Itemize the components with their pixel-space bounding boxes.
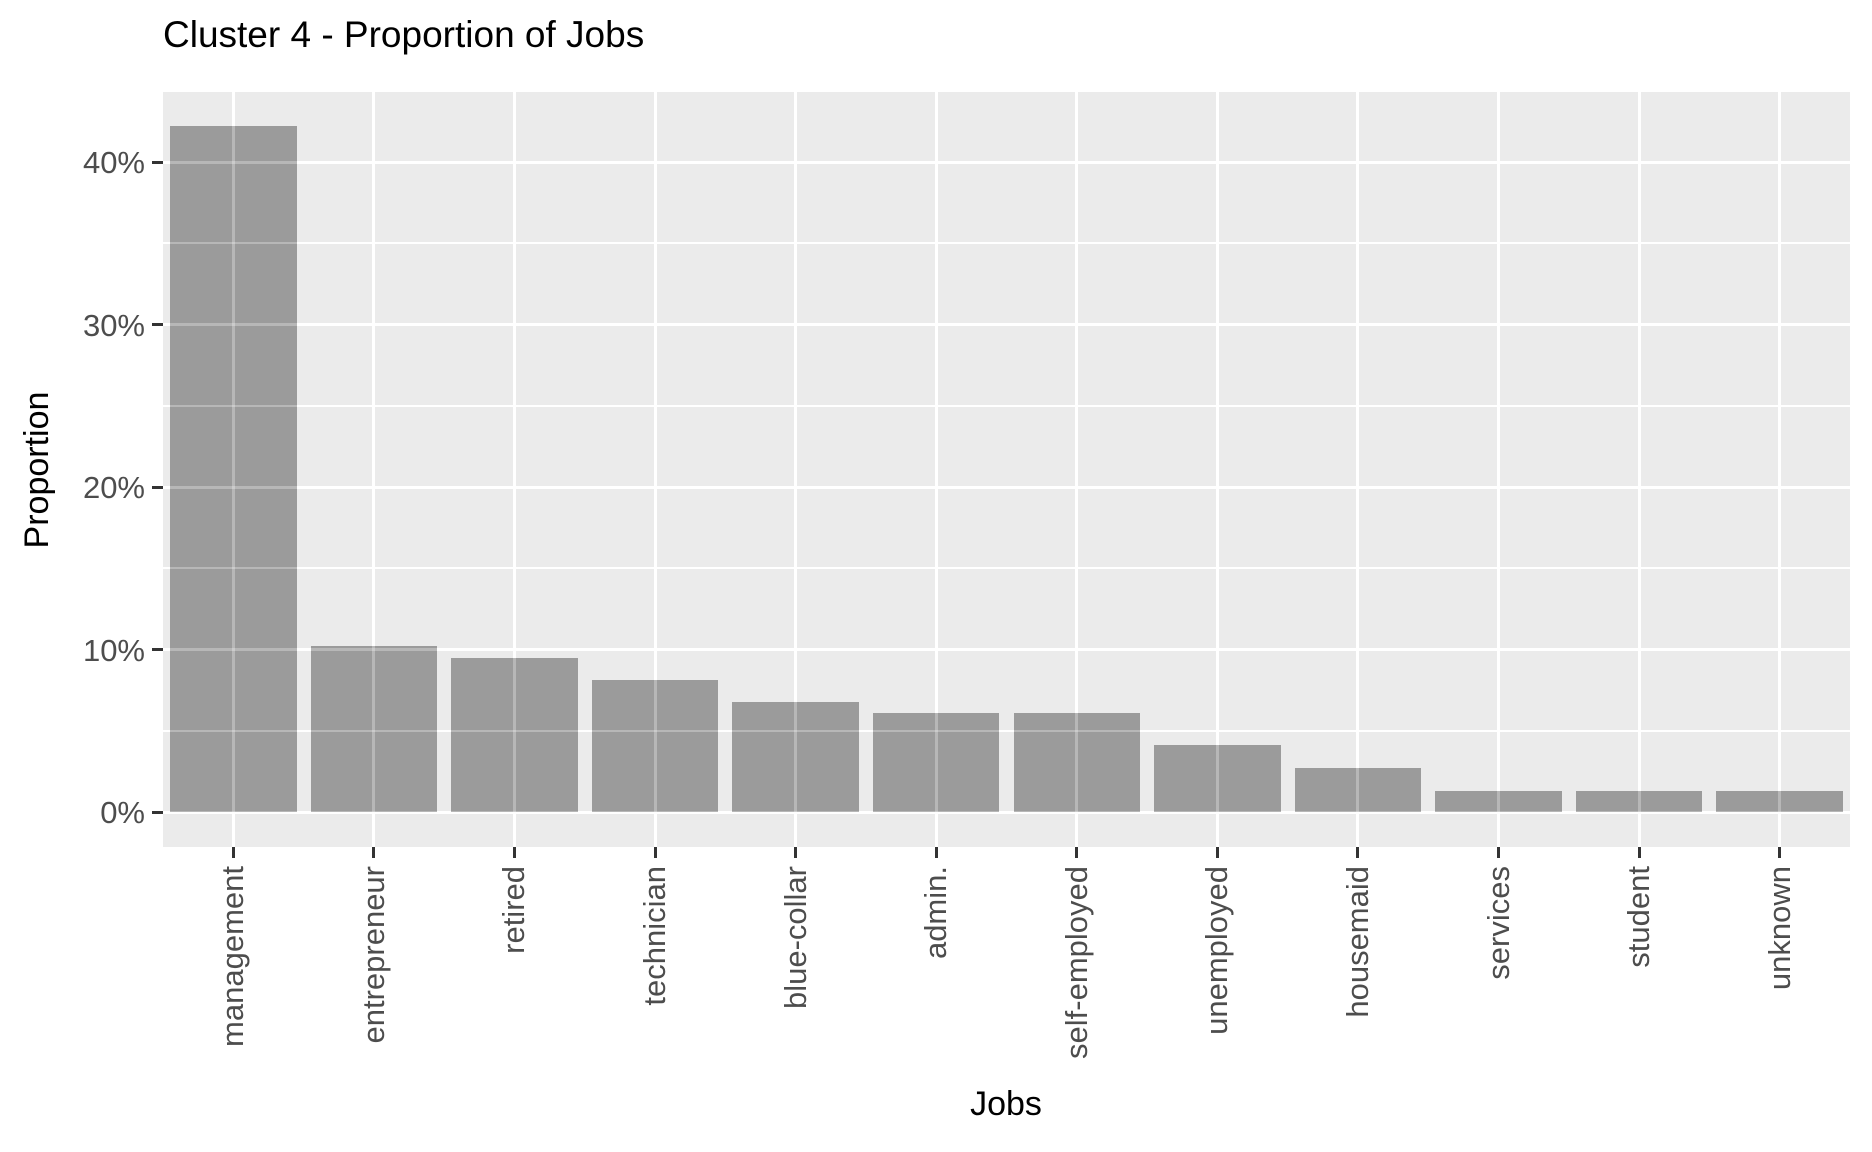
x-tick-label: blue-collar [777, 866, 813, 1010]
gridline-vertical-overlay [1075, 92, 1079, 847]
y-tick-label: 20% [82, 470, 145, 505]
gridline-major-overlay [163, 648, 1850, 651]
x-tick-label: management [215, 866, 251, 1047]
gridline-vertical-overlay [512, 92, 516, 847]
y-tick [152, 485, 163, 489]
x-tick [1356, 847, 1360, 858]
gridline-major-overlay [163, 160, 1850, 164]
x-tick-label: unknown [1761, 866, 1797, 991]
x-tick [653, 847, 657, 858]
gridline-vertical [512, 92, 516, 847]
x-tick-label: services [1480, 866, 1516, 980]
x-tick [1075, 847, 1079, 858]
gridline-vertical [1215, 92, 1219, 847]
gridline-minor-overlay [163, 242, 1850, 245]
gridline-vertical [1497, 92, 1501, 847]
gridline-major [163, 160, 1850, 164]
x-tick-label: self-employed [1058, 866, 1094, 1059]
gridline-vertical [1075, 92, 1079, 847]
x-tick-label: admin. [918, 866, 954, 960]
gridline-vertical-overlay [1778, 92, 1782, 847]
y-tick-label: 30% [82, 307, 145, 343]
x-tick [1637, 847, 1641, 858]
gridline-vertical-overlay [794, 92, 798, 847]
gridline-vertical-overlay [372, 92, 376, 847]
bar-student [1575, 790, 1703, 812]
x-tick [794, 847, 798, 858]
gridline-vertical-overlay [653, 92, 657, 847]
y-tick [152, 648, 163, 651]
gridline-major-overlay [163, 810, 1850, 814]
bar-retired [451, 657, 578, 812]
gridline-vertical [1356, 92, 1360, 847]
y-tick-label: 10% [82, 632, 145, 668]
x-tick [372, 847, 376, 858]
gridline-minor-overlay [163, 404, 1850, 407]
gridline-vertical-overlay [1356, 92, 1360, 847]
gridline-minor [163, 242, 1850, 245]
x-tick [934, 847, 938, 858]
x-tick [231, 847, 235, 858]
y-tick-label: 40% [82, 145, 145, 180]
gridline-vertical [794, 92, 798, 847]
gridline-major [163, 810, 1850, 814]
chart-title: Cluster 4 - Proportion of Jobs [163, 14, 645, 55]
bar-admin. [872, 712, 1000, 812]
gridline-vertical [934, 92, 938, 847]
gridline-major-overlay [163, 485, 1850, 489]
y-tick [152, 323, 163, 326]
x-tick-label: technician [637, 866, 673, 1006]
x-tick [1497, 847, 1501, 858]
gridline-vertical [372, 92, 376, 847]
x-tick [1778, 847, 1782, 858]
gridline-minor [163, 404, 1850, 407]
gridline-vertical [1778, 92, 1782, 847]
x-tick-label: housemaid [1339, 866, 1375, 1018]
gridline-vertical [653, 92, 657, 847]
x-tick-label: student [1621, 866, 1657, 968]
y-axis-title: Proportion [18, 391, 56, 549]
bar-entrepreneur [310, 646, 438, 812]
x-tick [1215, 847, 1219, 858]
gridline-major [163, 485, 1850, 489]
gridline-vertical-overlay [1637, 92, 1641, 847]
bar-technician [591, 680, 719, 812]
gridline-major-overlay [163, 323, 1850, 326]
bar-unknown [1716, 790, 1843, 812]
y-tick [152, 160, 163, 164]
gridline-vertical [1637, 92, 1641, 847]
x-tick-label: unemployed [1199, 866, 1235, 1035]
gridline-minor-overlay [163, 729, 1850, 732]
x-tick-label: entrepreneur [355, 866, 391, 1044]
bar-unemployed [1154, 745, 1281, 812]
bar-self-employed [1013, 712, 1141, 812]
y-tick [152, 810, 163, 814]
x-axis-title: Jobs [970, 1085, 1042, 1123]
y-tick-label: 0% [100, 795, 145, 830]
gridline-vertical-overlay [934, 92, 938, 847]
x-tick-label: retired [496, 866, 532, 954]
gridline-minor [163, 729, 1850, 732]
gridline-major [163, 323, 1850, 326]
gridline-vertical-overlay [1497, 92, 1501, 847]
plot-panel [163, 92, 1850, 847]
bar-housemaid [1294, 768, 1422, 812]
bar-services [1435, 790, 1562, 812]
gridline-vertical-overlay [1215, 92, 1219, 847]
gridline-major [163, 648, 1850, 651]
gridline-minor-overlay [163, 567, 1850, 570]
bar-management [170, 126, 297, 812]
bar-blue-collar [732, 701, 859, 812]
x-tick [512, 847, 516, 858]
gridline-minor [163, 567, 1850, 570]
gridline-vertical-overlay [231, 92, 235, 847]
